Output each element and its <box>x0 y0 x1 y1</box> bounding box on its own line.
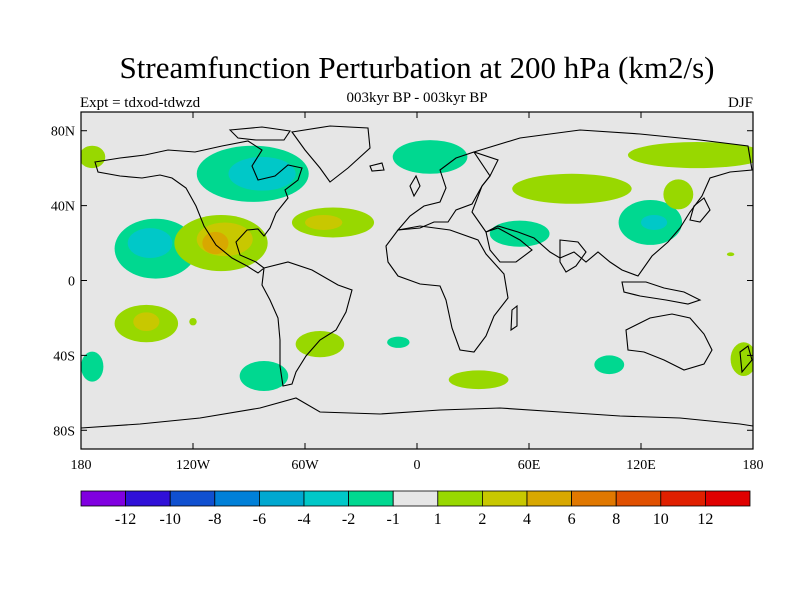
x-tick-label: 60E <box>518 458 541 473</box>
coast-india <box>559 239 587 273</box>
colorbar-label: 8 <box>612 511 620 528</box>
positive-anomaly-18 <box>627 141 753 169</box>
coast-africa <box>385 225 509 353</box>
coast-maritime <box>621 281 702 305</box>
colorbar-label: 6 <box>568 511 576 528</box>
positive-anomaly-26 <box>189 317 197 326</box>
coast-greenland <box>291 125 371 183</box>
colorbar-swatch <box>660 490 706 507</box>
y-tick-label: 0 <box>68 275 75 290</box>
coast-asia <box>471 129 753 277</box>
colorbar-label: -10 <box>160 511 181 528</box>
coastlines <box>81 125 753 429</box>
coast-south-america <box>261 261 353 387</box>
positive-anomaly-19 <box>81 145 106 169</box>
coast-arabia <box>485 227 533 263</box>
y-tick-label: 40S <box>53 349 75 364</box>
colorbar-label: -12 <box>115 511 136 528</box>
colorbar-label: -8 <box>208 511 221 528</box>
coast-north-america <box>94 140 303 274</box>
x-tick-label: 180 <box>71 458 92 473</box>
negative-anomaly-9 <box>81 351 104 382</box>
coast-uk <box>409 174 421 198</box>
coast-antarctica <box>81 397 753 429</box>
coast-baffin-archipelago <box>228 126 291 141</box>
colorbar-label: -4 <box>297 511 310 528</box>
coast-europe <box>396 151 499 231</box>
colorbar-swatch <box>214 490 260 507</box>
negative-anomaly-11 <box>387 336 410 348</box>
positive-anomaly-25 <box>730 342 753 376</box>
positive-anomaly-24 <box>448 370 509 390</box>
positive-anomaly-16 <box>305 214 343 230</box>
x-tick-label: 120W <box>176 458 211 473</box>
colorbar-swatch <box>169 490 216 507</box>
colorbar: -12 -10 -8 -6 -4 -2 -1 1 2 4 6 8 10 12 <box>80 490 751 528</box>
negative-anomaly-7 <box>641 214 668 230</box>
negative-anomaly-8 <box>239 361 289 391</box>
colorbar-label: -2 <box>342 511 355 528</box>
positive-anomaly-20 <box>663 179 694 210</box>
negative-anomaly-4 <box>127 228 173 259</box>
colorbar-label: -6 <box>253 511 266 528</box>
colorbar-swatch <box>705 490 751 507</box>
y-tick-label: 80N <box>51 125 75 140</box>
chart-subtitle: 003kyr BP - 003kyr BP <box>346 90 488 106</box>
colorbar-swatch <box>303 490 349 507</box>
y-tick-label: 40N <box>51 200 75 215</box>
coast-australia <box>625 313 713 371</box>
negative-anomaly-10 <box>594 355 625 375</box>
negative-anomaly-1 <box>228 156 296 191</box>
season-label: DJF <box>727 95 753 111</box>
x-tick-label: 180 <box>743 458 764 473</box>
x-tick-label: 0 <box>414 458 421 473</box>
positive-anomaly-27 <box>726 252 735 257</box>
colorbar-swatch <box>526 490 572 507</box>
colorbar-swatch <box>80 490 126 507</box>
colorbar-swatch <box>348 490 394 507</box>
colorbar-label: 12 <box>697 511 713 528</box>
axis-ticks: 180 120W 60W 0 60E 120E 180 80N 40N 0 40S 80S <box>51 112 764 473</box>
negative-anomaly-5 <box>489 220 550 247</box>
x-tick-label: 60W <box>291 458 319 473</box>
colorbar-swatch <box>392 490 439 507</box>
chart-title: Streamfunction Perturbation at 200 hPa (… <box>119 50 715 85</box>
positive-anomaly-23 <box>295 331 345 358</box>
colorbar-label: 10 <box>653 511 669 528</box>
positive-anomaly-17 <box>512 173 632 204</box>
coast-madagascar <box>510 304 518 332</box>
colorbar-label: -1 <box>387 511 400 528</box>
colorbar-swatch <box>125 490 171 507</box>
colorbar-swatch <box>615 490 662 507</box>
colorbar-swatch <box>258 490 305 507</box>
coast-japan <box>689 197 711 223</box>
anomaly-fields <box>81 140 753 391</box>
x-tick-label: 120E <box>626 458 656 473</box>
colorbar-swatch <box>571 490 617 507</box>
y-tick-label: 80S <box>53 424 75 439</box>
positive-anomaly-22 <box>133 312 160 332</box>
colorbar-label: 1 <box>434 511 442 528</box>
colorbar-label: 2 <box>478 511 486 528</box>
colorbar-label: 4 <box>523 511 531 528</box>
colorbar-swatch <box>481 490 528 507</box>
coast-iceland <box>369 162 385 172</box>
negative-anomaly-2 <box>392 140 468 174</box>
coast-new-zealand <box>739 345 753 374</box>
experiment-label: Expt = tdxod-tdwzd <box>80 95 201 111</box>
colorbar-swatch <box>437 490 483 507</box>
